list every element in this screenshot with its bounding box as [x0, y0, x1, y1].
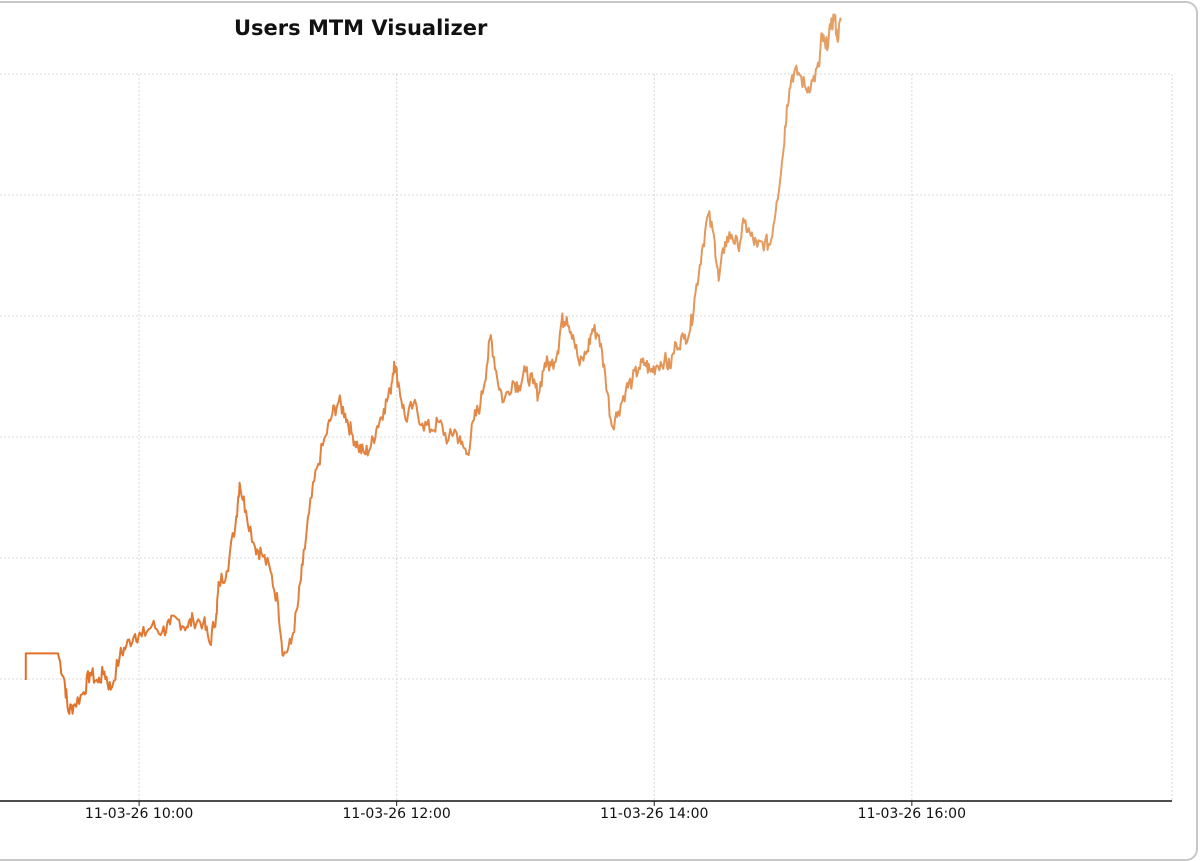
x-tick-label: 11-03-26 10:00	[85, 806, 193, 822]
grid	[0, 73, 1173, 801]
series-line	[24, 13, 842, 715]
x-tick-label: 11-03-26 16:00	[858, 806, 966, 822]
x-axis: 11-03-26 10:00 11-03-26 12:00 11-03-26 14:…	[0, 800, 1172, 822]
x-tick-label: 11-03-26 14:00	[600, 806, 708, 822]
line-chart: 11-03-26 10:00 11-03-26 12:00 11-03-26 14:…	[0, 13, 1173, 822]
series-layer	[24, 13, 842, 715]
x-tick-label: 11-03-26 12:00	[343, 806, 451, 822]
chart-title: Users MTM Visualizer	[234, 16, 488, 40]
